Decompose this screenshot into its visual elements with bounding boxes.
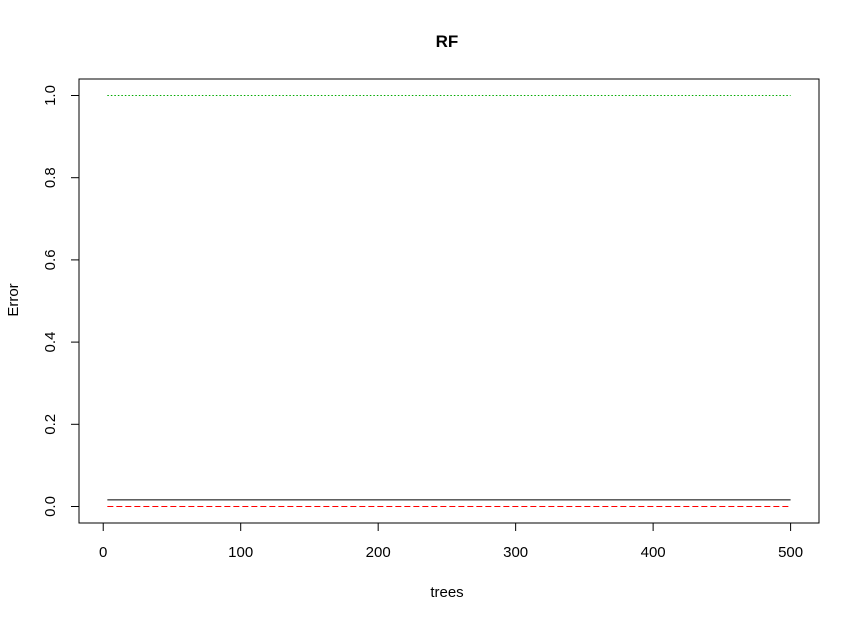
y-tick-label: 1.0 xyxy=(42,85,59,106)
series-group xyxy=(107,95,791,507)
y-tick-label: 0.0 xyxy=(42,496,59,517)
x-tick-label: 200 xyxy=(366,544,391,561)
y-axis: 0.0 0.2 0.4 0.6 0.8 1.0 xyxy=(42,85,80,517)
x-tick-label: 0 xyxy=(99,544,107,561)
x-tick-label: 100 xyxy=(228,544,253,561)
x-axis-label: trees xyxy=(430,584,463,601)
x-tick-label: 400 xyxy=(641,544,666,561)
plot-frame xyxy=(78,78,820,524)
y-tick-label: 0.4 xyxy=(42,332,59,353)
y-axis-label: Error xyxy=(5,283,22,316)
x-tick-label: 500 xyxy=(778,544,803,561)
x-tick-label: 300 xyxy=(503,544,528,561)
y-tick-label: 0.8 xyxy=(42,167,59,188)
chart-title: RF xyxy=(436,32,459,51)
y-tick-label: 0.2 xyxy=(42,414,59,435)
x-axis: 0 100 200 300 400 500 xyxy=(99,522,803,561)
y-tick-label: 0.6 xyxy=(42,249,59,270)
